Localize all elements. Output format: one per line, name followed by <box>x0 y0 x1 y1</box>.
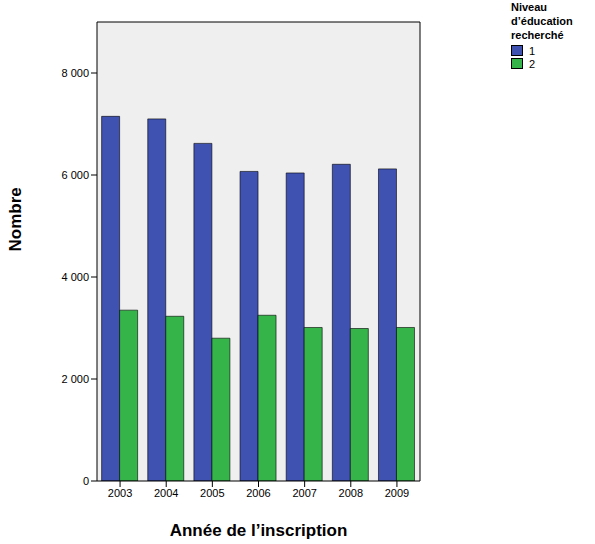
svg-text:2009: 2009 <box>385 487 409 499</box>
svg-text:2008: 2008 <box>339 487 363 499</box>
svg-text:2 000: 2 000 <box>61 373 89 385</box>
html-text:2: 2 <box>529 57 536 70</box>
svg-text:2006: 2006 <box>246 487 270 499</box>
svg-text:Année de l’inscription: Année de l’inscription <box>170 521 348 540</box>
svg-text:2003: 2003 <box>108 487 132 499</box>
svg-text:Nombre: Nombre <box>8 187 25 251</box>
svg-text:2007: 2007 <box>292 487 316 499</box>
svg-text:4 000: 4 000 <box>61 271 89 283</box>
svg-text:2004: 2004 <box>154 487 178 499</box>
html-text:Niveau d’éducation recherché: Niveau d’éducation recherché <box>511 1 573 41</box>
svg-text:2005: 2005 <box>200 487 224 499</box>
svg-text:6 000: 6 000 <box>61 169 89 181</box>
svg-text:0: 0 <box>83 475 89 487</box>
svg-text:8 000: 8 000 <box>61 67 89 79</box>
html-text:1: 1 <box>529 44 536 57</box>
